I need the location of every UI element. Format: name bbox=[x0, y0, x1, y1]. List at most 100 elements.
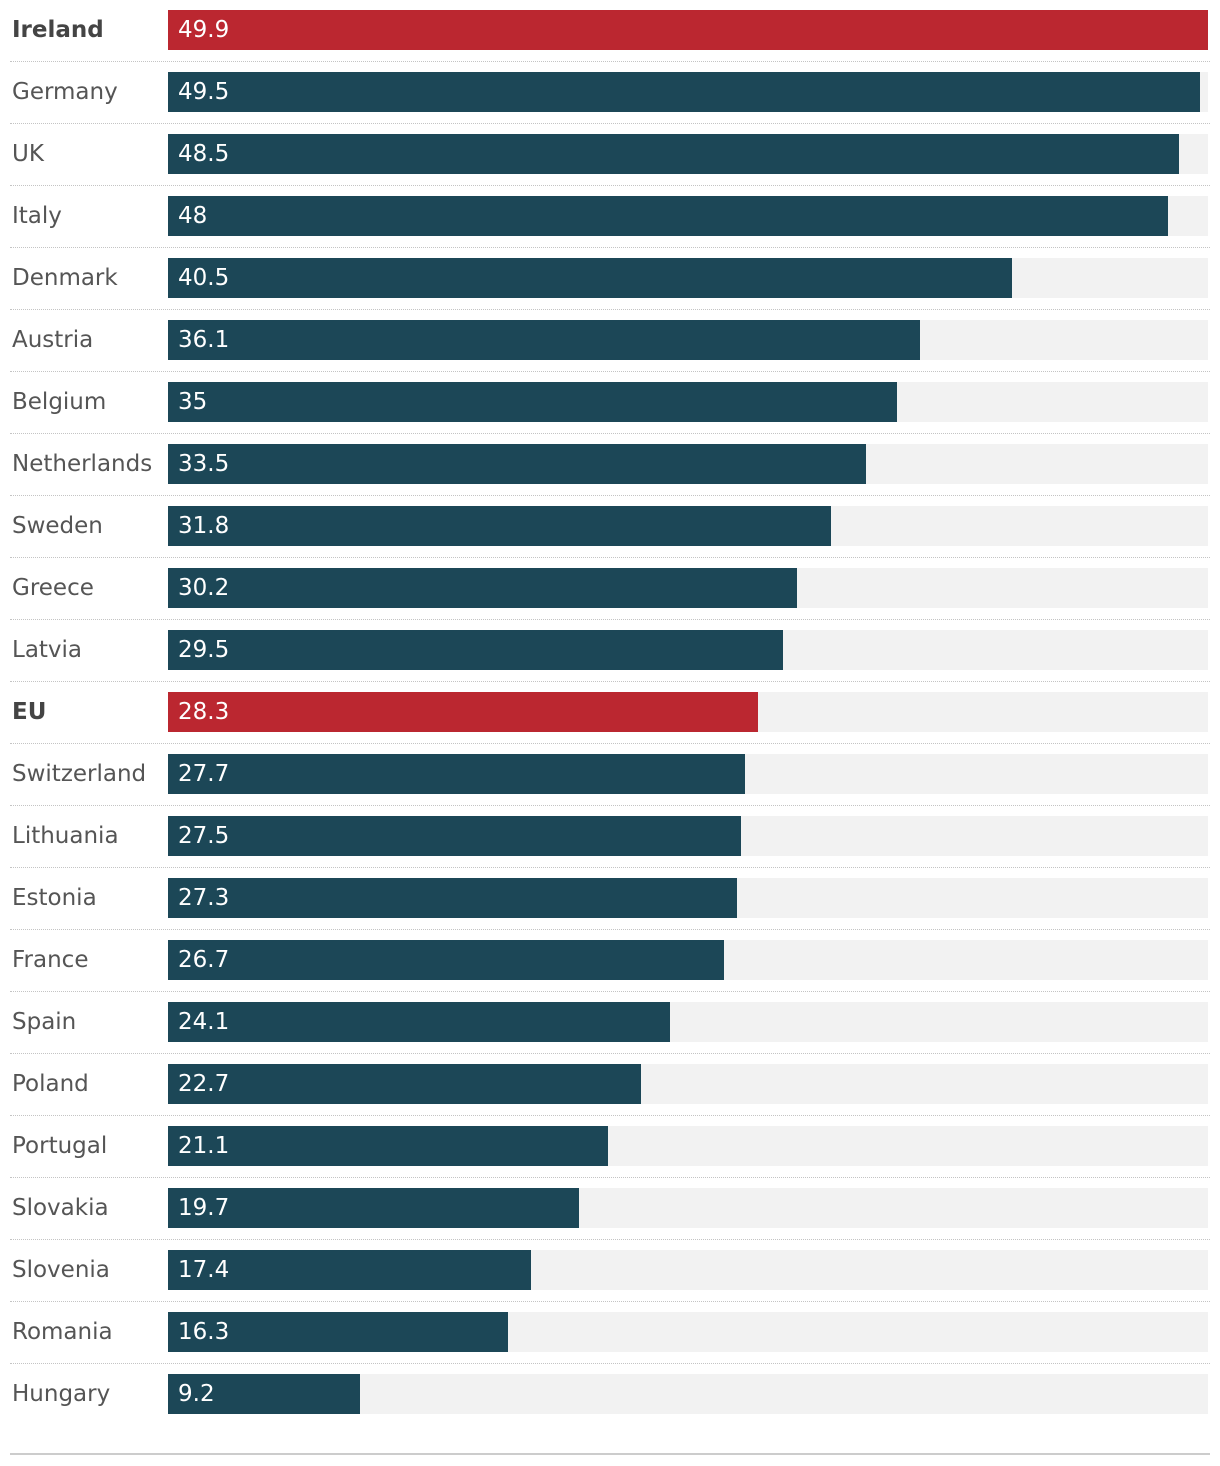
bar-track: 19.7 bbox=[168, 1188, 1208, 1228]
bar-track: 30.2 bbox=[168, 568, 1208, 608]
category-label: Sweden bbox=[12, 513, 103, 539]
bar-track: 28.3 bbox=[168, 692, 1208, 732]
bar-value-label: 36.1 bbox=[178, 327, 230, 353]
bar-value-label: 31.8 bbox=[178, 513, 230, 539]
bar: 26.7 bbox=[168, 940, 724, 980]
bar-row: Italy 48 bbox=[0, 196, 1220, 258]
bar-row: Romania 16.3 bbox=[0, 1312, 1220, 1374]
bar-value-label: 35 bbox=[178, 389, 208, 415]
bar-row: Austria 36.1 bbox=[0, 320, 1220, 382]
bar: 30.2 bbox=[168, 568, 797, 608]
bar-row: Germany 49.5 bbox=[0, 72, 1220, 134]
bar: 28.3 bbox=[168, 692, 758, 732]
bar-track: 27.3 bbox=[168, 878, 1208, 918]
row-divider bbox=[10, 991, 1210, 992]
category-label: Estonia bbox=[12, 885, 97, 911]
bar-row: France 26.7 bbox=[0, 940, 1220, 1002]
category-label: Austria bbox=[12, 327, 94, 353]
bar: 16.3 bbox=[168, 1312, 508, 1352]
bar-row: Lithuania 27.5 bbox=[0, 816, 1220, 878]
bar: 40.5 bbox=[168, 258, 1012, 298]
bar: 9.2 bbox=[168, 1374, 360, 1414]
row-divider bbox=[10, 1239, 1210, 1240]
bar-track: 17.4 bbox=[168, 1250, 1208, 1290]
bar-value-label: 27.3 bbox=[178, 885, 230, 911]
bar-value-label: 48.5 bbox=[178, 141, 230, 167]
bar-row: Ireland 49.9 bbox=[0, 10, 1220, 72]
bar-value-label: 29.5 bbox=[178, 637, 230, 663]
row-divider bbox=[10, 247, 1210, 248]
bar-row: Latvia 29.5 bbox=[0, 630, 1220, 692]
row-divider bbox=[10, 1363, 1210, 1364]
bar-track: 27.7 bbox=[168, 754, 1208, 794]
row-divider bbox=[10, 433, 1210, 434]
bar-track: 40.5 bbox=[168, 258, 1208, 298]
bar-row: Belgium 35 bbox=[0, 382, 1220, 444]
row-divider bbox=[10, 371, 1210, 372]
bar-track: 35 bbox=[168, 382, 1208, 422]
bar-value-label: 24.1 bbox=[178, 1009, 230, 1035]
row-divider bbox=[10, 185, 1210, 186]
bar-value-label: 9.2 bbox=[178, 1381, 215, 1407]
bar-row: EU 28.3 bbox=[0, 692, 1220, 754]
bar-track: 22.7 bbox=[168, 1064, 1208, 1104]
bar: 27.7 bbox=[168, 754, 745, 794]
category-label: Romania bbox=[12, 1319, 113, 1345]
row-divider bbox=[10, 681, 1210, 682]
category-label: Hungary bbox=[12, 1381, 111, 1407]
bar: 33.5 bbox=[168, 444, 866, 484]
category-label: EU bbox=[12, 699, 47, 725]
bar-row: Switzerland 27.7 bbox=[0, 754, 1220, 816]
category-label: Latvia bbox=[12, 637, 83, 663]
bar: 22.7 bbox=[168, 1064, 641, 1104]
bar-value-label: 28.3 bbox=[178, 699, 230, 725]
bar-track: 31.8 bbox=[168, 506, 1208, 546]
category-label: Lithuania bbox=[12, 823, 119, 849]
row-divider bbox=[10, 805, 1210, 806]
bar-track: 21.1 bbox=[168, 1126, 1208, 1166]
bar-track: 26.7 bbox=[168, 940, 1208, 980]
bar-value-label: 22.7 bbox=[178, 1071, 230, 1097]
bar-row: Denmark 40.5 bbox=[0, 258, 1220, 320]
bar-track: 49.5 bbox=[168, 72, 1208, 112]
category-label: Ireland bbox=[12, 17, 104, 43]
bar-row: Hungary 9.2 bbox=[0, 1374, 1220, 1436]
bar-track: 24.1 bbox=[168, 1002, 1208, 1042]
bar-track: 49.9 bbox=[168, 10, 1208, 50]
category-label: Germany bbox=[12, 79, 118, 105]
bar-value-label: 30.2 bbox=[178, 575, 230, 601]
row-divider bbox=[10, 61, 1210, 62]
bar: 36.1 bbox=[168, 320, 920, 360]
category-label: Denmark bbox=[12, 265, 118, 291]
bar: 19.7 bbox=[168, 1188, 579, 1228]
bar-track: 16.3 bbox=[168, 1312, 1208, 1352]
bar-row: Spain 24.1 bbox=[0, 1002, 1220, 1064]
bar: 27.3 bbox=[168, 878, 737, 918]
category-label: UK bbox=[12, 141, 44, 167]
category-label: Slovenia bbox=[12, 1257, 110, 1283]
bar-value-label: 27.5 bbox=[178, 823, 230, 849]
category-label: Netherlands bbox=[12, 451, 153, 477]
category-label: Belgium bbox=[12, 389, 107, 415]
row-divider bbox=[10, 123, 1210, 124]
row-divider bbox=[10, 557, 1210, 558]
category-label: Slovakia bbox=[12, 1195, 109, 1221]
bar: 17.4 bbox=[168, 1250, 531, 1290]
category-label: Italy bbox=[12, 203, 62, 229]
bar-value-label: 49.5 bbox=[178, 79, 230, 105]
bar-value-label: 27.7 bbox=[178, 761, 230, 787]
row-divider bbox=[10, 1115, 1210, 1116]
bar-track: 33.5 bbox=[168, 444, 1208, 484]
row-divider bbox=[10, 309, 1210, 310]
bar-row: Portugal 21.1 bbox=[0, 1126, 1220, 1188]
bar-value-label: 16.3 bbox=[178, 1319, 230, 1345]
bar-row: Slovenia 17.4 bbox=[0, 1250, 1220, 1312]
bar-row: Estonia 27.3 bbox=[0, 878, 1220, 940]
bar-row: Netherlands 33.5 bbox=[0, 444, 1220, 506]
row-divider bbox=[10, 743, 1210, 744]
bar-track: 27.5 bbox=[168, 816, 1208, 856]
row-divider bbox=[10, 1053, 1210, 1054]
bar-row: UK 48.5 bbox=[0, 134, 1220, 196]
bar-value-label: 49.9 bbox=[178, 17, 230, 43]
bar: 48.5 bbox=[168, 134, 1179, 174]
